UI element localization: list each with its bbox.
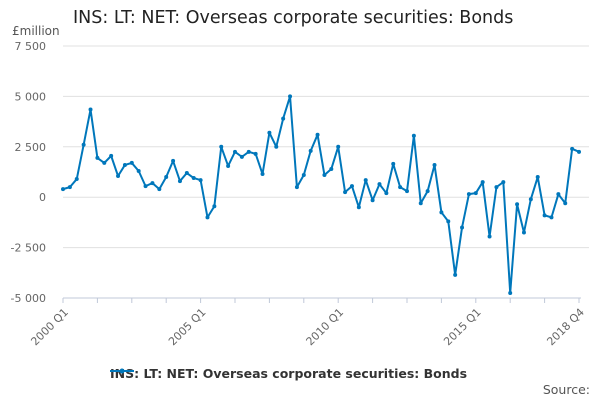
- y-tick-label: 5 000: [15, 90, 47, 103]
- data-point: [315, 132, 320, 137]
- data-point: [198, 178, 203, 183]
- y-tick-label: 7 500: [15, 40, 47, 53]
- data-point: [370, 198, 375, 203]
- data-point: [411, 133, 416, 138]
- data-point: [233, 149, 237, 154]
- data-point: [432, 162, 437, 167]
- data-point: [377, 182, 382, 187]
- data-point: [528, 197, 533, 202]
- x-tick-label: 2010 Q1: [304, 306, 347, 349]
- data-point: [74, 177, 79, 182]
- data-point: [294, 185, 299, 190]
- data-point: [61, 187, 65, 192]
- data-point: [164, 175, 169, 180]
- data-point: [515, 202, 520, 207]
- data-point: [418, 201, 423, 206]
- data-point: [349, 184, 354, 189]
- data-point: [494, 185, 499, 190]
- y-tick-label: -5 000: [11, 292, 46, 305]
- data-point: [301, 173, 306, 178]
- data-point: [184, 171, 189, 176]
- data-point: [501, 180, 506, 185]
- y-tick-label: 2 500: [15, 141, 47, 154]
- x-tick-label: 2000 Q1: [28, 306, 71, 349]
- data-point: [329, 166, 334, 171]
- x-tick-label: 2015 Q1: [441, 306, 484, 349]
- source-label: Source:: [542, 382, 590, 397]
- data-point: [487, 234, 492, 239]
- data-point: [212, 204, 217, 209]
- data-point: [102, 160, 107, 165]
- data-point: [542, 213, 547, 218]
- data-point: [253, 151, 258, 156]
- data-point: [191, 176, 196, 181]
- y-axis-unit-label: £million: [12, 24, 60, 38]
- data-point: [143, 184, 148, 189]
- data-point: [67, 185, 72, 190]
- data-point: [322, 173, 327, 178]
- data-point: [466, 192, 471, 197]
- data-point: [116, 174, 121, 179]
- data-point: [88, 107, 93, 112]
- data-point: [439, 210, 444, 215]
- data-point: [157, 187, 162, 192]
- series-line: [62, 95, 580, 294]
- data-point: [171, 158, 176, 163]
- data-point: [109, 153, 114, 158]
- data-point: [549, 215, 554, 220]
- y-tick-label: 0: [39, 191, 46, 204]
- data-point: [219, 144, 224, 149]
- data-point: [391, 161, 396, 166]
- legend-label: INS: LT: NET: Overseas corporate securit…: [110, 366, 468, 381]
- data-point: [363, 178, 368, 183]
- data-point: [453, 272, 458, 277]
- data-point: [446, 219, 451, 224]
- data-point: [356, 205, 361, 210]
- data-point: [239, 154, 244, 159]
- data-point: [150, 181, 155, 186]
- data-point: [308, 148, 313, 153]
- data-point: [405, 189, 409, 194]
- data-point: [267, 130, 272, 135]
- data-point: [343, 190, 348, 195]
- data-point: [246, 149, 251, 154]
- legend-line-marker-icon: [110, 368, 134, 374]
- data-point: [260, 172, 265, 177]
- data-point: [129, 160, 134, 165]
- data-point: [274, 144, 279, 149]
- data-point: [508, 290, 513, 295]
- data-point: [281, 116, 286, 121]
- data-point: [473, 191, 478, 196]
- data-point: [556, 192, 561, 197]
- chart-title: INS: LT: NET: Overseas corporate securit…: [73, 8, 514, 28]
- data-point: [336, 144, 341, 149]
- data-point: [460, 225, 465, 230]
- data-point: [398, 185, 403, 190]
- data-point: [288, 94, 293, 99]
- data-point: [136, 168, 141, 173]
- data-point: [425, 189, 430, 194]
- data-point: [563, 201, 568, 206]
- x-tick-label: 2018 Q4: [544, 306, 587, 349]
- data-point: [384, 191, 389, 196]
- data-point: [95, 155, 100, 160]
- data-point: [535, 175, 540, 180]
- data-point: [81, 142, 86, 147]
- legend[interactable]: INS: LT: NET: Overseas corporate securit…: [110, 366, 467, 381]
- data-point: [480, 180, 485, 185]
- data-point: [205, 215, 210, 220]
- data-point: [177, 179, 182, 184]
- data-point: [226, 163, 231, 168]
- data-point: [570, 146, 575, 151]
- data-point: [521, 230, 526, 235]
- data-point: [122, 162, 127, 167]
- x-tick-label: 2005 Q1: [166, 306, 209, 349]
- data-point: [577, 149, 581, 154]
- y-tick-label: -2 500: [11, 242, 46, 255]
